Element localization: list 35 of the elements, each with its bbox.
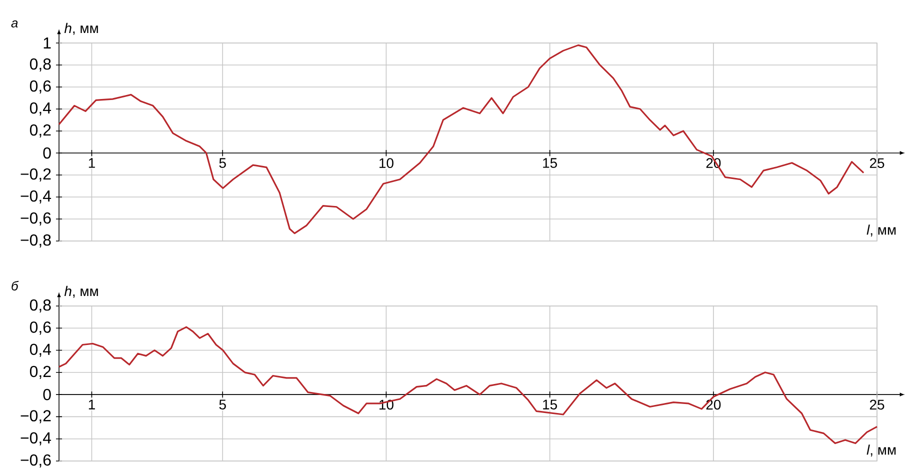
y-tick-label: 0,4	[30, 102, 52, 116]
y-tick-label: 0	[43, 147, 51, 159]
y-tick-label: 0,2	[30, 124, 51, 138]
y-tick-label: −0,2	[20, 168, 51, 182]
y-tick-label: 0,8	[30, 58, 51, 72]
x-tick-label: 10	[380, 158, 394, 168]
x-tick-label: 20	[706, 400, 721, 410]
line-series	[58, 44, 864, 234]
y-tick-label: 0,4	[30, 344, 52, 357]
y-tick-label: −0,6	[20, 454, 51, 468]
x-tick-label: 15	[543, 400, 557, 410]
y-tick-label: −0,2	[20, 410, 51, 424]
y-tick-label: −0,4	[20, 432, 52, 446]
x-tick-label: 25	[870, 400, 884, 410]
y-tick-label: −0,4	[20, 190, 52, 204]
y-tick-label: 0,8	[30, 299, 51, 313]
x-tick-label: 1	[88, 400, 95, 410]
y-axis-title: h, мм	[64, 286, 98, 298]
y-axis-title: h, мм	[64, 22, 98, 35]
y-tick-label: 0,6	[30, 80, 51, 94]
y-tick-label: 1	[44, 38, 51, 48]
x-tick-label: 25	[870, 158, 884, 168]
y-tick-label: 0	[43, 388, 51, 400]
x-axis-title: l, мм	[866, 444, 896, 456]
y-tick-label: 0,2	[30, 366, 51, 379]
x-tick-label: 5	[219, 158, 226, 168]
x-tick-label: 1	[88, 158, 95, 168]
chart-title: а	[11, 20, 18, 28]
y-tick-label: −0,8	[20, 234, 51, 248]
y-tick-label: −0,6	[20, 212, 51, 226]
x-tick-label: 5	[219, 400, 226, 410]
x-tick-label: 15	[543, 158, 557, 168]
chart-title: б	[12, 280, 19, 290]
x-axis-title: l, мм	[866, 224, 896, 236]
y-tick-label: 0,6	[30, 322, 51, 335]
